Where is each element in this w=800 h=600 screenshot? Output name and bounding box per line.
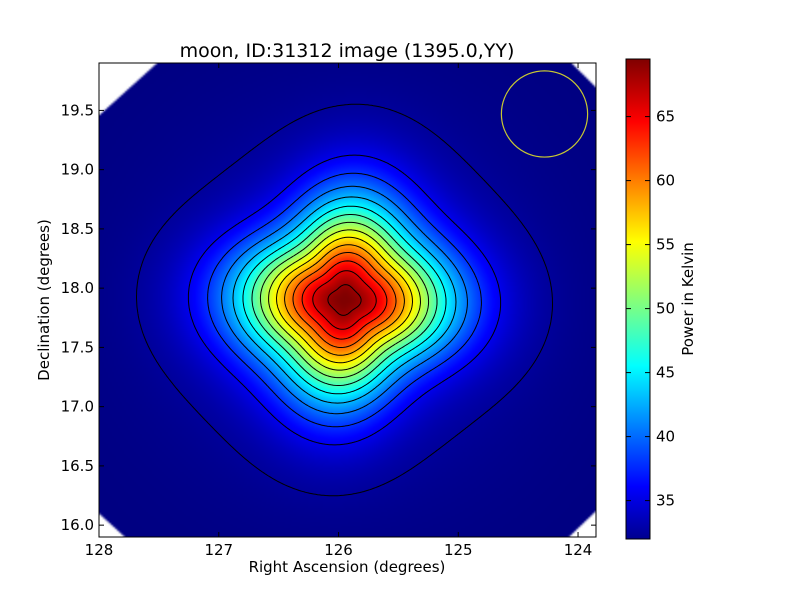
contour-line: [284, 244, 405, 356]
contour-line: [327, 284, 362, 316]
y-tick-label: 19.0: [61, 161, 94, 179]
y-axis: 16.0 16.5 17.0 17.5 18.0 18.5 19.0 19.5: [61, 101, 596, 534]
x-tick-label: 125: [444, 541, 473, 559]
contour-line: [292, 252, 397, 348]
chart-title: moon, ID:31312 image (1395.0,YY): [180, 40, 515, 62]
colorbar-axis: 35 40 45 50 55 60 65: [626, 108, 675, 510]
y-axis-label: Declination (degrees): [35, 219, 53, 381]
x-axis: 128 127 126 125 124: [85, 63, 593, 559]
beam-circle: [500, 70, 589, 158]
contour-line: [301, 260, 388, 340]
colorbar-tick-label: 40: [656, 428, 675, 446]
contour-lines: [136, 103, 553, 497]
y-tick-label: 18.0: [61, 279, 94, 297]
colorbar-gradient: [625, 58, 651, 540]
colorbar-tick-label: 35: [656, 492, 675, 510]
contour-line: [242, 205, 447, 395]
colorbar-tick-label: 50: [656, 300, 675, 318]
x-tick-label: 128: [85, 541, 114, 559]
x-axis-label: Right Ascension (degrees): [249, 558, 446, 576]
contour-line: [268, 229, 421, 371]
contour-line: [312, 270, 377, 330]
colorbar-tick-label: 60: [656, 172, 675, 190]
contour-line: [136, 103, 553, 497]
colorbar-tick-label: 45: [656, 364, 675, 382]
colorbar-tick-label: 65: [656, 108, 675, 126]
y-tick-label: 17.0: [61, 398, 94, 416]
y-tick-label: 16.5: [61, 457, 94, 475]
contour-line: [187, 154, 502, 446]
contour-line: [207, 172, 482, 428]
contour-line: [251, 214, 438, 386]
plot-area: [99, 63, 596, 537]
colorbar-label: Power in Kelvin: [679, 242, 697, 356]
heatmap-image: [99, 63, 596, 537]
plot-frame: [98, 62, 597, 538]
contour-line: [276, 236, 413, 364]
contour-line: [259, 221, 430, 379]
y-tick-label: 17.5: [61, 338, 94, 356]
y-tick-label: 18.5: [61, 220, 94, 238]
contour-line: [232, 196, 457, 404]
y-tick-label: 19.5: [61, 101, 94, 119]
colorbar: 35 40 45 50 55 60 65 Power in Kelvin: [625, 58, 697, 540]
contour-line: [221, 185, 468, 415]
x-tick-label: 124: [564, 541, 593, 559]
x-tick-label: 126: [324, 541, 353, 559]
y-tick-label: 16.0: [61, 516, 94, 534]
colorbar-tick-label: 55: [656, 236, 675, 254]
x-tick-label: 127: [204, 541, 233, 559]
